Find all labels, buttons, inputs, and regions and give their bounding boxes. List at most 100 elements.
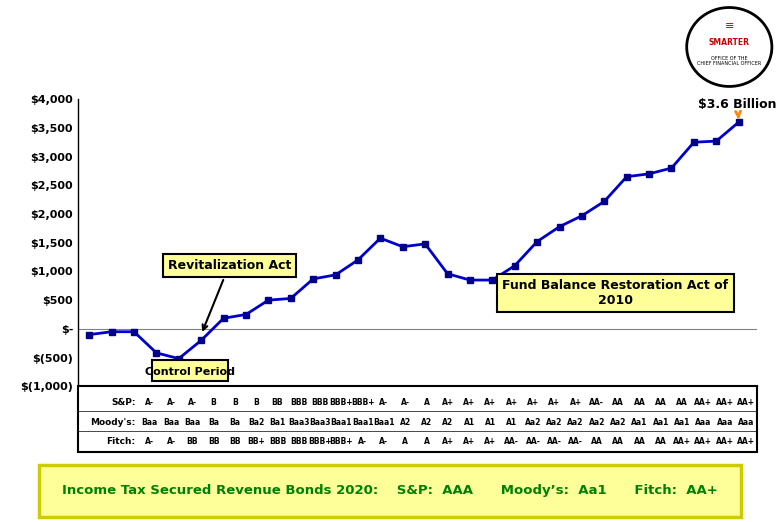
Text: Ba: Ba <box>229 418 240 426</box>
Text: A: A <box>424 437 430 446</box>
Text: AA-: AA- <box>568 437 583 446</box>
Text: Aa2: Aa2 <box>610 418 626 426</box>
Text: AA+: AA+ <box>716 437 734 446</box>
Text: Ba: Ba <box>208 418 219 426</box>
Text: BBB+: BBB+ <box>330 437 353 446</box>
Text: AA: AA <box>591 437 603 446</box>
Text: Baa: Baa <box>163 418 179 426</box>
Text: A-: A- <box>166 437 176 446</box>
Text: Baa1: Baa1 <box>352 418 374 426</box>
Text: Ba2: Ba2 <box>248 418 264 426</box>
Text: BBB+: BBB+ <box>330 398 353 407</box>
Text: Rating History: Rating History <box>267 74 412 92</box>
Text: A-: A- <box>401 398 410 407</box>
Text: A+: A+ <box>569 398 582 407</box>
Text: A-: A- <box>166 398 176 407</box>
Text: Baa1: Baa1 <box>373 418 395 426</box>
Text: AA: AA <box>612 398 624 407</box>
Text: Moody's:: Moody's: <box>90 418 136 426</box>
Text: BBB: BBB <box>269 437 286 446</box>
Text: Aaa: Aaa <box>717 418 733 426</box>
Text: A-: A- <box>379 437 388 446</box>
Text: OFFICE OF THE
CHIEF FINANCIAL OFFICER: OFFICE OF THE CHIEF FINANCIAL OFFICER <box>697 56 761 66</box>
Text: A+: A+ <box>484 398 497 407</box>
Circle shape <box>686 7 772 87</box>
Text: A1: A1 <box>506 418 517 426</box>
Text: SMARTER: SMARTER <box>709 38 750 47</box>
Text: BB: BB <box>186 437 198 446</box>
Text: Baa1: Baa1 <box>331 418 352 426</box>
Text: A1: A1 <box>485 418 496 426</box>
Text: A+: A+ <box>548 398 560 407</box>
Text: A+: A+ <box>441 398 454 407</box>
Text: A-: A- <box>358 437 367 446</box>
Text: Baa3: Baa3 <box>288 418 310 426</box>
Text: AA: AA <box>612 437 624 446</box>
Text: A2: A2 <box>442 418 453 426</box>
Text: BB: BB <box>271 398 283 407</box>
Text: Aaa: Aaa <box>695 418 711 426</box>
Text: AA+: AA+ <box>737 437 755 446</box>
Text: A+: A+ <box>527 398 539 407</box>
Text: AA+: AA+ <box>737 398 755 407</box>
Text: Baa3: Baa3 <box>310 418 331 426</box>
Text: BB+: BB+ <box>247 437 265 446</box>
Text: AA-: AA- <box>547 437 562 446</box>
Text: Ba1: Ba1 <box>269 418 285 426</box>
Text: A: A <box>424 398 430 407</box>
Text: $3.6 Billion: $3.6 Billion <box>698 98 777 117</box>
Text: Control Period: Control Period <box>145 367 235 377</box>
Text: A-: A- <box>145 398 154 407</box>
Text: A-: A- <box>379 398 388 407</box>
Text: AA: AA <box>633 437 645 446</box>
Text: AA+: AA+ <box>716 398 734 407</box>
Text: A2: A2 <box>399 418 411 426</box>
Text: Income Tax Secured Revenue Bonds 2020:    S&P:  AAA      Moody’s:  Aa1      Fitc: Income Tax Secured Revenue Bonds 2020: S… <box>62 484 718 497</box>
Text: Fitch:: Fitch: <box>107 437 136 446</box>
Text: Aa2: Aa2 <box>546 418 562 426</box>
Text: Fund Balance Restoration Act of
2010: Fund Balance Restoration Act of 2010 <box>502 279 729 307</box>
Text: B: B <box>232 398 238 407</box>
Text: A2: A2 <box>421 418 432 426</box>
Text: Aaa: Aaa <box>738 418 754 426</box>
Text: A: A <box>402 437 408 446</box>
Text: Aa1: Aa1 <box>674 418 690 426</box>
Text: General Fund Balance and Bond: General Fund Balance and Bond <box>179 49 500 67</box>
Text: AA+: AA+ <box>694 398 712 407</box>
Text: A+: A+ <box>505 398 518 407</box>
Text: B: B <box>211 398 217 407</box>
Text: A+: A+ <box>441 437 454 446</box>
Text: A-: A- <box>145 437 154 446</box>
Text: B: B <box>254 398 259 407</box>
Text: Aa1: Aa1 <box>631 418 647 426</box>
Text: Revitalization Act: Revitalization Act <box>168 258 291 330</box>
Text: Baa: Baa <box>142 418 158 426</box>
Text: ≡: ≡ <box>725 21 734 31</box>
FancyBboxPatch shape <box>152 360 228 381</box>
Text: AA-: AA- <box>526 437 541 446</box>
Text: BB: BB <box>229 437 241 446</box>
Text: BBB+: BBB+ <box>308 437 332 446</box>
Text: BBB: BBB <box>290 437 307 446</box>
Text: AA-: AA- <box>590 398 604 407</box>
Text: AA: AA <box>655 437 667 446</box>
Text: Aa2: Aa2 <box>589 418 605 426</box>
Text: Aa1: Aa1 <box>653 418 669 426</box>
Text: Baa: Baa <box>184 418 200 426</box>
Text: A1: A1 <box>463 418 475 426</box>
Text: Aa2: Aa2 <box>567 418 583 426</box>
Text: A+: A+ <box>463 398 475 407</box>
Text: District of Columbia: District of Columbia <box>239 24 440 42</box>
FancyBboxPatch shape <box>39 465 741 517</box>
Text: A-: A- <box>188 398 197 407</box>
Text: BBB+: BBB+ <box>351 398 374 407</box>
Text: Aa2: Aa2 <box>525 418 541 426</box>
Text: AA+: AA+ <box>673 437 691 446</box>
Text: AA: AA <box>676 398 688 407</box>
Text: BBB: BBB <box>311 398 328 407</box>
Text: BBB: BBB <box>290 398 307 407</box>
Text: A+: A+ <box>484 437 497 446</box>
Text: BB: BB <box>207 437 219 446</box>
Text: AA: AA <box>633 398 645 407</box>
Text: AA-: AA- <box>505 437 519 446</box>
